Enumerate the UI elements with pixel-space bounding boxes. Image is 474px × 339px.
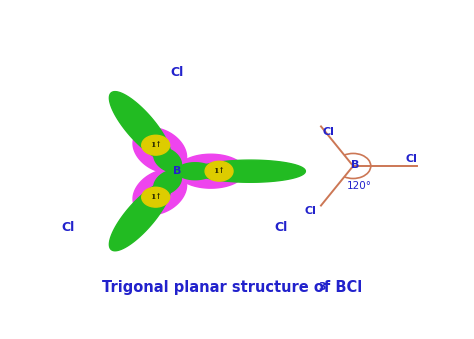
- Polygon shape: [133, 128, 187, 173]
- Text: Cl: Cl: [170, 65, 183, 79]
- Text: B: B: [351, 160, 359, 170]
- Polygon shape: [109, 92, 171, 160]
- Circle shape: [142, 135, 170, 155]
- Circle shape: [205, 161, 233, 181]
- Text: 1↑: 1↑: [150, 141, 162, 149]
- Text: Cl: Cl: [322, 127, 334, 137]
- Text: 120°: 120°: [347, 181, 372, 191]
- Circle shape: [142, 187, 170, 207]
- Polygon shape: [173, 161, 188, 172]
- Polygon shape: [154, 148, 182, 172]
- Polygon shape: [195, 160, 305, 182]
- Text: 1↑: 1↑: [150, 193, 162, 201]
- Polygon shape: [177, 163, 213, 180]
- Polygon shape: [154, 171, 182, 195]
- Polygon shape: [133, 170, 187, 215]
- Text: 1↑: 1↑: [213, 167, 225, 175]
- Polygon shape: [161, 166, 177, 176]
- Polygon shape: [109, 182, 171, 251]
- Text: Cl: Cl: [406, 155, 418, 164]
- Text: B: B: [173, 166, 181, 176]
- Text: Cl: Cl: [275, 221, 288, 234]
- Text: Cl: Cl: [305, 206, 317, 216]
- Text: 3: 3: [318, 282, 326, 292]
- Text: Trigonal planar structure of BCl: Trigonal planar structure of BCl: [102, 280, 362, 295]
- Text: Cl: Cl: [62, 221, 75, 234]
- Polygon shape: [177, 154, 245, 188]
- Polygon shape: [173, 171, 188, 181]
